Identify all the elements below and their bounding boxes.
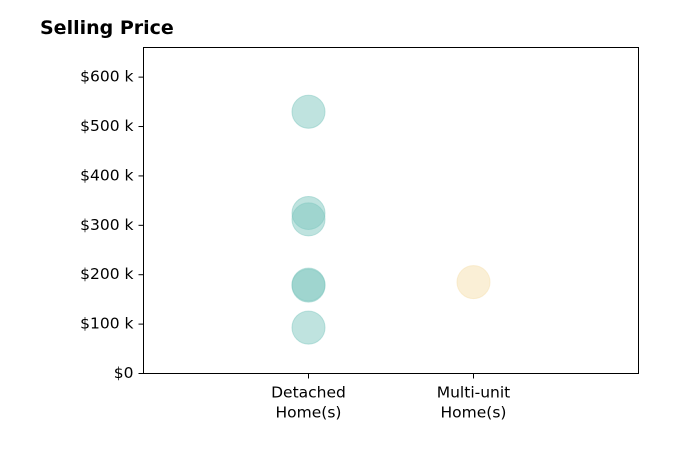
y-tick-label: $300 k: [80, 216, 133, 234]
data-point-multi-unit-home-s-1: [456, 265, 491, 300]
y-tick-label: $0: [114, 364, 134, 382]
y-tick-label: $600 k: [80, 68, 133, 86]
y-tick-label: $500 k: [80, 117, 133, 135]
data-point-detached-home-s-3: [291, 202, 326, 237]
y-tick-label: $400 k: [80, 166, 133, 184]
y-tick-label: $200 k: [80, 265, 133, 283]
x-tick-label-multi-unit-home-s: Multi-unit Home(s): [437, 384, 511, 422]
data-point-detached-home-s-6: [291, 310, 326, 345]
y-tick-label: $100 k: [80, 315, 133, 333]
axes-layer: $0 $100 k $200 k $300 k $400 k $500 k $600 k De…: [80, 68, 510, 422]
x-tick-label-detached-home-s: Detached Home(s): [271, 384, 346, 422]
data-point-detached-home-s-5: [291, 268, 326, 303]
plot-frame: [143, 47, 639, 374]
points-layer: [291, 94, 491, 345]
data-point-detached-home-s-1: [291, 94, 326, 129]
chart-title: Selling Price: [40, 17, 174, 39]
